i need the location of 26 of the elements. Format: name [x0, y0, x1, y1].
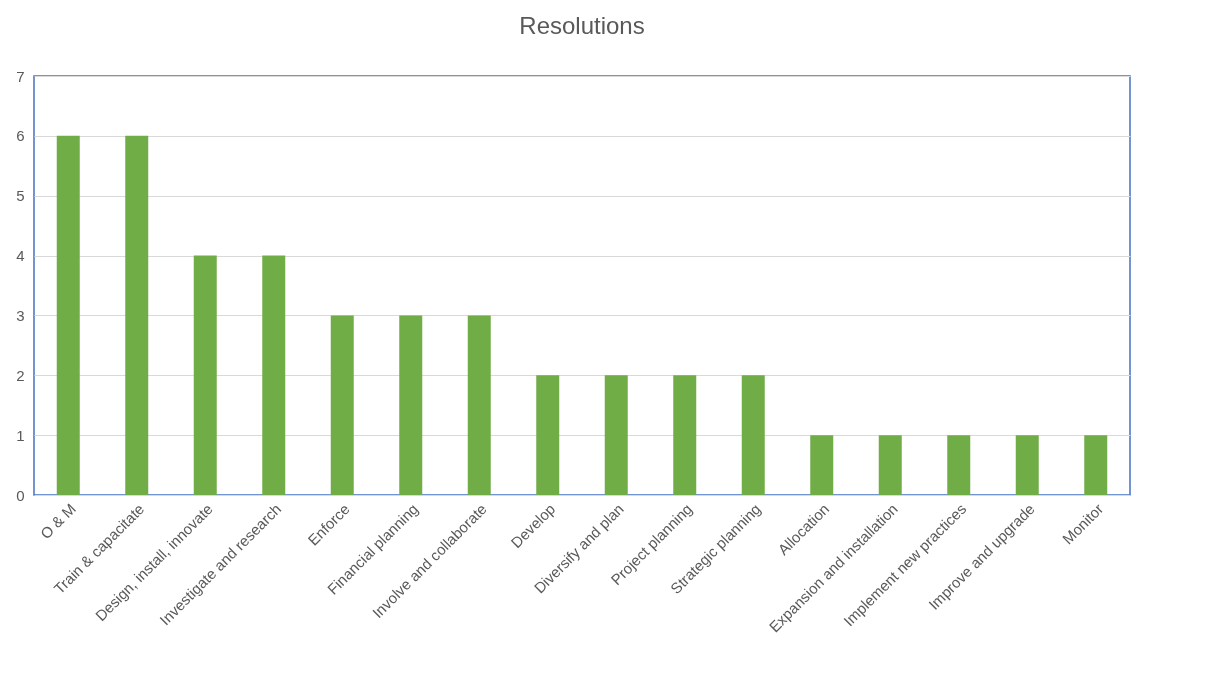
bar [56, 135, 80, 495]
bar [262, 255, 286, 495]
y-tick-label: 0 [16, 486, 25, 504]
y-tick-label: 3 [16, 306, 25, 324]
bar [947, 435, 971, 495]
chart-title: Resolutions [519, 12, 645, 39]
y-tick-label: 7 [16, 67, 25, 85]
bar [330, 315, 354, 495]
bar [399, 315, 423, 495]
bar [673, 375, 697, 495]
bar [1015, 435, 1039, 495]
bar [878, 435, 902, 495]
bar [536, 375, 560, 495]
bar [1084, 435, 1108, 495]
bar [604, 375, 628, 495]
y-tick-label: 4 [16, 247, 25, 265]
bar [467, 315, 491, 495]
y-tick-label: 2 [16, 366, 25, 384]
bar [125, 135, 149, 495]
bar [193, 255, 217, 495]
x-tick-label: O & M [36, 500, 79, 543]
bar [810, 435, 834, 495]
y-tick-label: 5 [16, 187, 25, 205]
y-tick-label: 1 [16, 426, 25, 444]
bar [741, 375, 765, 495]
y-tick-label: 6 [16, 127, 25, 145]
